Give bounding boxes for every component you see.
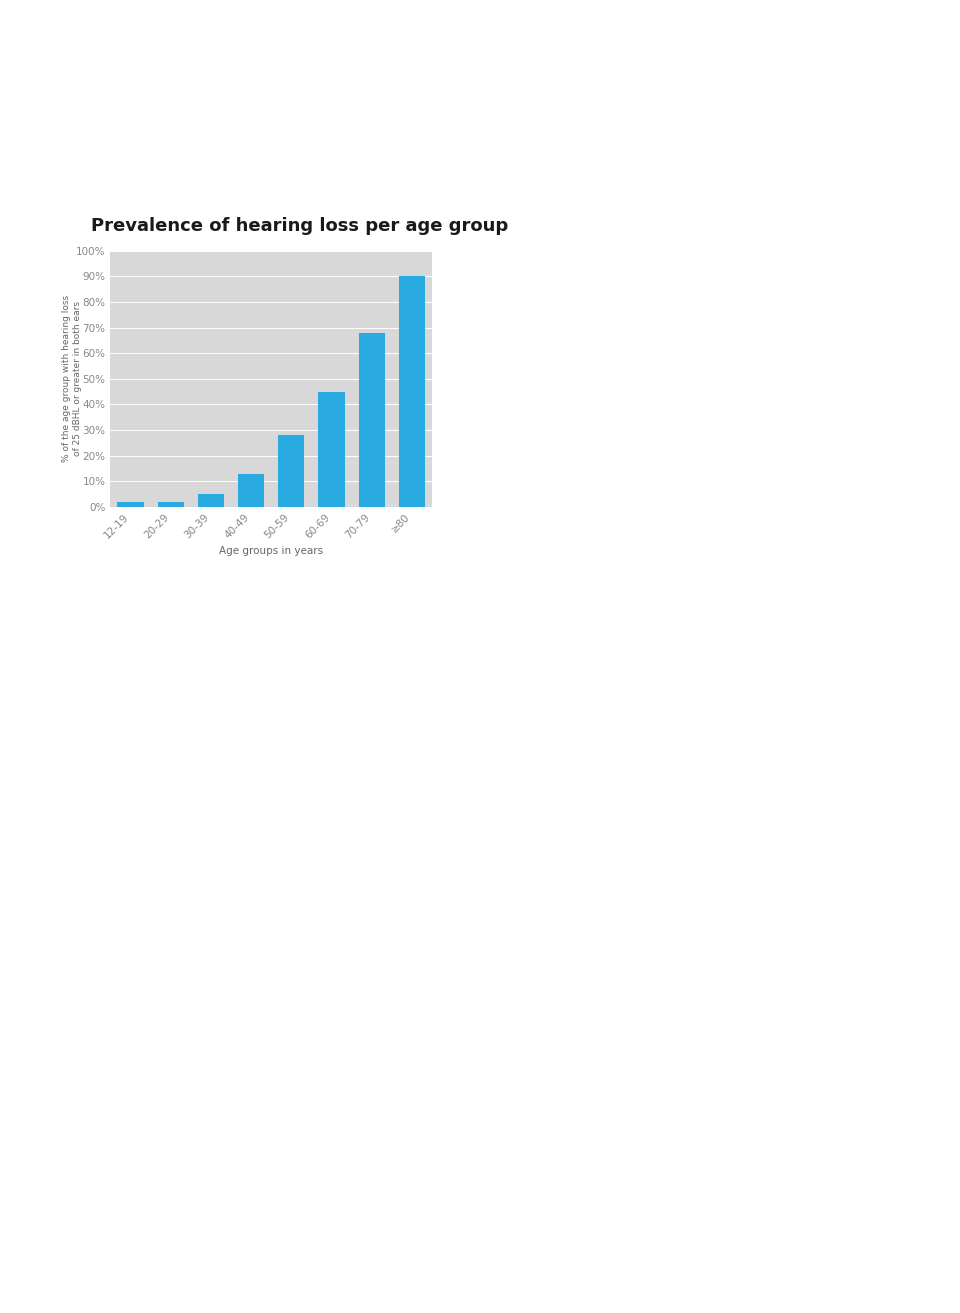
X-axis label: Age groups in years: Age groups in years bbox=[219, 546, 324, 555]
Y-axis label: % of the age group with hearing loss
of 25 dBHL or greater in both ears: % of the age group with hearing loss of … bbox=[62, 295, 82, 462]
Bar bbox=[398, 277, 425, 507]
Bar bbox=[157, 502, 183, 507]
Bar bbox=[238, 474, 264, 507]
Bar bbox=[278, 435, 304, 507]
Bar bbox=[117, 502, 144, 507]
Bar bbox=[359, 332, 385, 507]
Bar bbox=[319, 391, 345, 507]
Bar bbox=[198, 494, 224, 507]
Text: Prevalence of hearing loss per age group: Prevalence of hearing loss per age group bbox=[91, 217, 509, 235]
